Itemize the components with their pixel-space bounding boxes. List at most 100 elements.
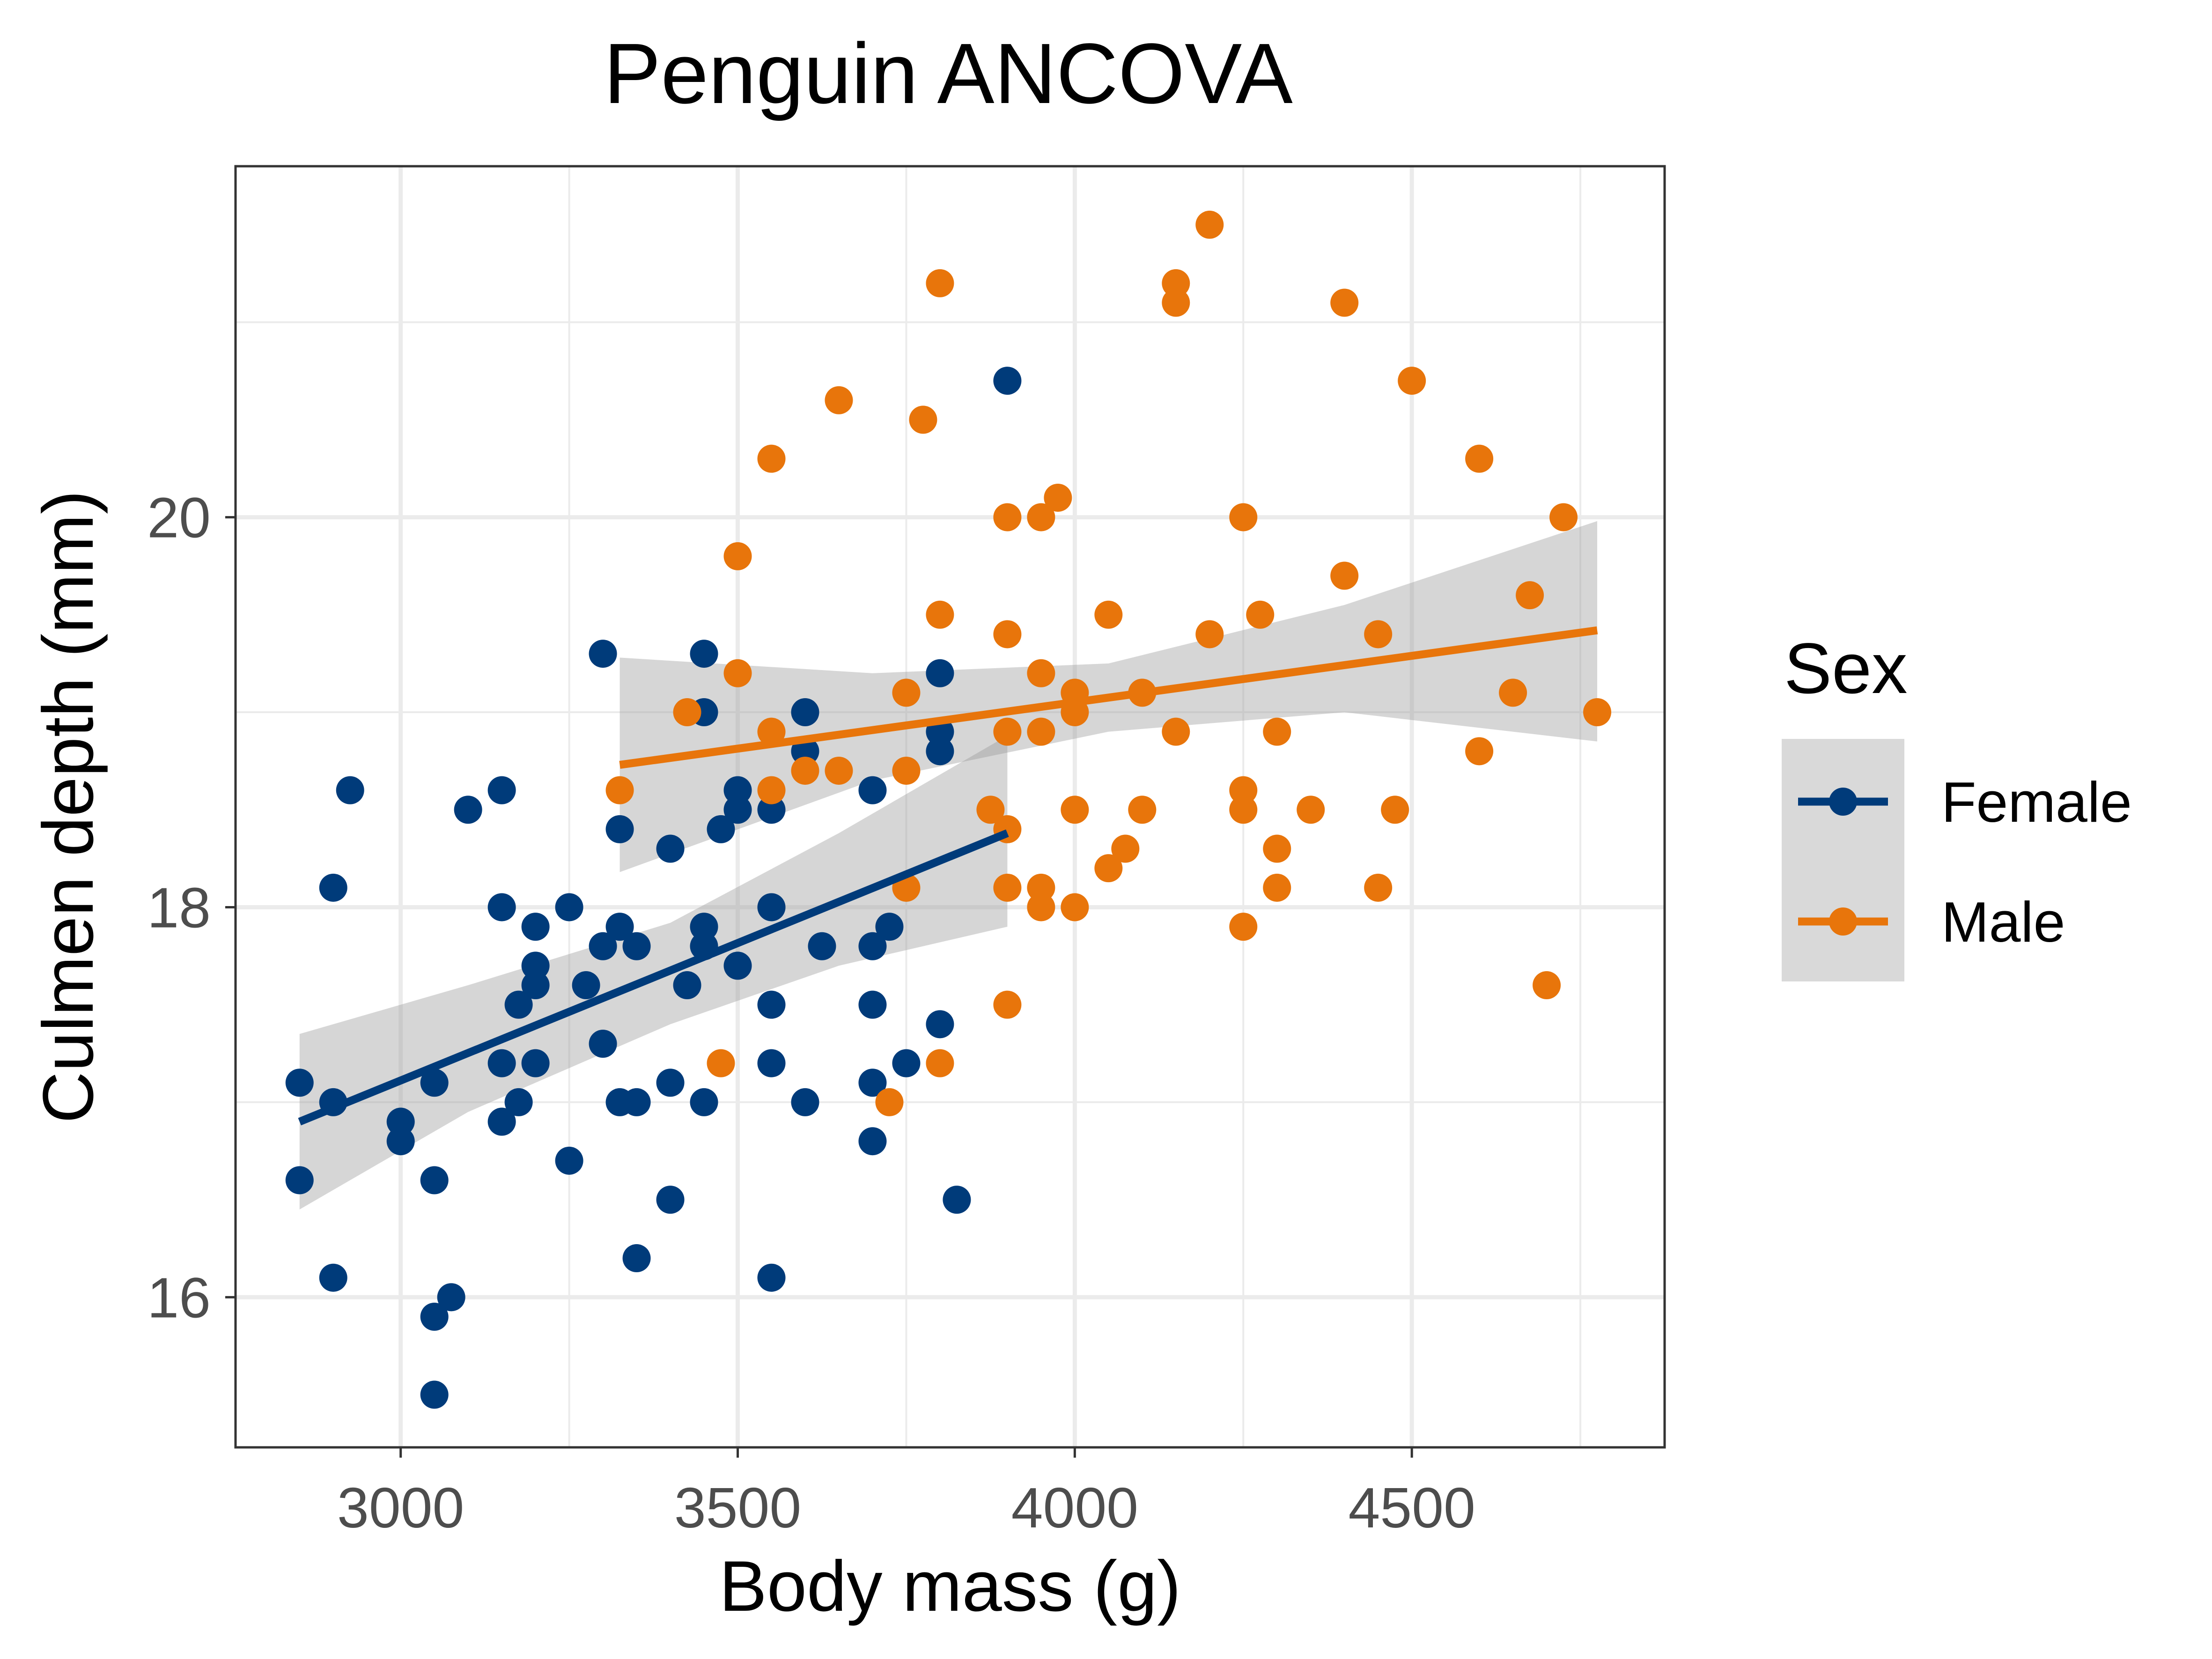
data-point-male — [1516, 581, 1544, 610]
data-point-female — [875, 913, 904, 941]
legend-key-point-female — [1829, 788, 1857, 816]
data-point-female — [808, 932, 836, 960]
legend: Sex Female Male — [1782, 628, 2132, 981]
data-point-male — [1499, 678, 1527, 707]
data-point-male — [1094, 854, 1123, 883]
y-tick-label: 18 — [147, 876, 211, 939]
data-point-female — [589, 1029, 617, 1058]
data-point-male — [1549, 503, 1578, 531]
data-point-male — [892, 678, 921, 707]
data-point-male — [673, 698, 701, 727]
legend-key-point-male — [1829, 907, 1857, 936]
data-point-female — [926, 737, 954, 766]
data-point-male — [892, 756, 921, 785]
axes: 3000 3500 4000 4500 16 18 20 — [147, 486, 1475, 1540]
data-point-female — [707, 815, 735, 843]
y-tick-label: 16 — [147, 1266, 211, 1329]
data-point-male — [1162, 717, 1190, 746]
data-point-male — [1263, 873, 1291, 902]
data-point-female — [420, 1166, 449, 1194]
data-point-female — [420, 1302, 449, 1331]
data-point-female — [487, 776, 516, 804]
data-point-female — [723, 951, 752, 980]
data-point-female — [690, 913, 718, 941]
data-point-female — [504, 1088, 533, 1116]
data-point-female — [723, 776, 752, 804]
data-point-male — [1094, 600, 1123, 629]
data-point-female — [690, 1088, 718, 1116]
data-point-female — [622, 1088, 651, 1116]
y-axis-title: Culmen depth (mm) — [28, 490, 108, 1123]
data-point-male — [1195, 620, 1224, 649]
data-point-female — [454, 796, 482, 824]
data-point-female — [319, 1263, 347, 1292]
data-point-female — [892, 1049, 921, 1077]
data-point-male — [723, 542, 752, 570]
regression-line-female — [298, 829, 1009, 1126]
data-point-female — [504, 990, 533, 1019]
data-point-female — [723, 796, 752, 824]
data-point-female — [858, 1127, 887, 1156]
data-point-male — [605, 776, 634, 804]
data-point-male — [1111, 834, 1140, 863]
data-point-female — [656, 1186, 685, 1214]
data-point-male — [1027, 503, 1055, 531]
data-point-male — [707, 1049, 735, 1077]
data-point-male — [1583, 698, 1612, 727]
x-axis-title: Body mass (g) — [719, 1546, 1181, 1626]
data-point-male — [1533, 971, 1561, 1000]
data-point-female — [487, 1049, 516, 1077]
data-point-female — [521, 913, 550, 941]
regression-line-male — [619, 626, 1598, 769]
data-point-male — [993, 717, 1022, 746]
data-point-male — [993, 873, 1022, 902]
data-point-male — [993, 990, 1022, 1019]
data-point-male — [1162, 269, 1190, 297]
data-point-female — [858, 990, 887, 1019]
data-point-female — [858, 776, 887, 804]
x-tick-label: 4500 — [1348, 1476, 1475, 1540]
data-point-male — [1398, 367, 1426, 395]
data-point-female — [487, 893, 516, 922]
data-point-male — [1263, 834, 1291, 863]
data-point-male — [1128, 796, 1157, 824]
data-point-female — [487, 1107, 516, 1136]
data-point-female — [757, 893, 786, 922]
data-point-female — [791, 698, 819, 727]
data-point-female — [690, 640, 718, 668]
legend-key-background — [1782, 739, 1904, 981]
data-point-female — [285, 1166, 314, 1194]
data-point-male — [1465, 444, 1494, 473]
plot-panel-border — [234, 165, 1666, 1449]
confidence-band-female — [299, 736, 1008, 1209]
data-point-male — [976, 796, 1005, 824]
data-point-male — [1229, 503, 1258, 531]
data-point-male — [1195, 210, 1224, 239]
data-point-female — [437, 1283, 465, 1312]
data-point-female — [926, 659, 954, 687]
data-point-female — [386, 1127, 415, 1156]
data-point-male — [1162, 288, 1190, 317]
data-point-female — [757, 1049, 786, 1077]
data-point-female — [993, 367, 1022, 395]
data-point-male — [1229, 776, 1258, 804]
legend-keys: Female Male — [1782, 739, 2132, 981]
x-tick-label: 3500 — [674, 1476, 801, 1540]
data-point-female — [791, 1088, 819, 1116]
data-point-male — [1330, 288, 1359, 317]
data-point-male — [1027, 873, 1055, 902]
data-point-female — [521, 971, 550, 1000]
data-point-female — [521, 951, 550, 980]
data-point-female — [555, 893, 583, 922]
data-point-female — [319, 873, 347, 902]
data-point-female — [589, 640, 617, 668]
data-point-male — [1364, 873, 1393, 902]
data-point-male — [723, 659, 752, 687]
data-point-male — [926, 1049, 954, 1077]
regression-lines — [298, 626, 1598, 1126]
data-point-female — [572, 971, 600, 1000]
data-point-female — [656, 834, 685, 863]
data-point-female — [521, 1049, 550, 1077]
data-point-male — [757, 776, 786, 804]
